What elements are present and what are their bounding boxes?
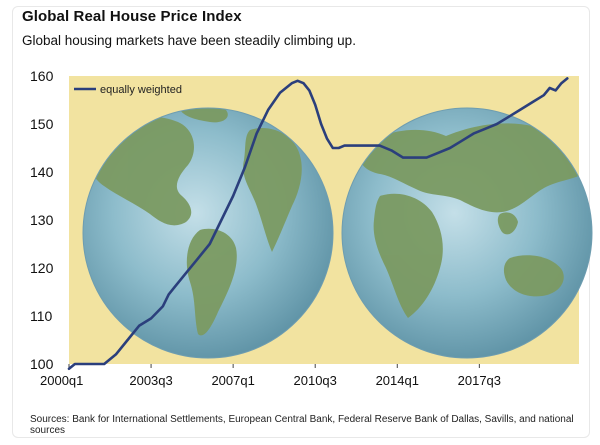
- y-tick-label: 130: [30, 212, 54, 228]
- source-note: Sources: Bank for International Settleme…: [30, 414, 574, 436]
- x-tick-label: 2007q1: [211, 373, 254, 388]
- data-point: [560, 82, 563, 84]
- data-point: [367, 144, 369, 147]
- x-tick-label: 2010q3: [294, 373, 337, 388]
- series-layer: [67, 77, 569, 371]
- data-point: [519, 108, 522, 111]
- data-point: [472, 132, 475, 135]
- data-point: [343, 144, 346, 147]
- data-point: [68, 368, 70, 370]
- data-point: [167, 293, 170, 296]
- data-point: [91, 363, 94, 365]
- data-point: [566, 77, 569, 80]
- data-point: [390, 149, 393, 152]
- data-point: [197, 257, 199, 260]
- data-point: [308, 89, 311, 92]
- data-point: [296, 80, 299, 82]
- data-point: [220, 219, 223, 221]
- y-tick-label: 160: [30, 68, 54, 84]
- data-point: [232, 195, 234, 197]
- data-point: [185, 272, 187, 274]
- data-point: [449, 147, 451, 149]
- data-point: [267, 108, 270, 111]
- data-point: [378, 144, 381, 147]
- data-point: [496, 123, 498, 125]
- x-tick-label: 2017q3: [458, 373, 501, 388]
- x-tick-label: 2003q3: [129, 373, 172, 388]
- data-point: [126, 339, 129, 341]
- data-point: [302, 82, 305, 84]
- data-point: [115, 353, 117, 356]
- data-point: [437, 152, 440, 154]
- data-point: [337, 147, 340, 149]
- data-point: [355, 144, 358, 147]
- data-point: [326, 137, 328, 140]
- y-tick-label: 110: [30, 308, 53, 324]
- data-point: [554, 89, 557, 92]
- data-point: [255, 132, 258, 135]
- chart-subtitle: Global housing markets have been steadil…: [22, 33, 356, 48]
- data-point: [138, 324, 141, 327]
- data-point: [543, 94, 545, 96]
- data-point: [414, 156, 416, 159]
- data-point: [425, 156, 428, 159]
- data-point: [314, 104, 317, 106]
- y-tick-label: 120: [30, 260, 54, 276]
- data-point: [173, 286, 176, 289]
- data-point: [461, 140, 463, 142]
- legend: equally weighted: [74, 84, 182, 96]
- globe-right-image: [341, 107, 593, 359]
- data-point: [279, 92, 281, 94]
- data-point: [548, 87, 551, 89]
- y-tick-label: 150: [30, 116, 54, 132]
- data-point: [74, 363, 76, 365]
- y-tick-label: 100: [30, 356, 54, 372]
- data-point: [402, 156, 404, 159]
- data-point: [332, 147, 334, 149]
- data-point: [103, 363, 105, 365]
- data-point: [531, 101, 533, 104]
- x-axis: 2000q1 2003q3 2007q1 2010q3 2014q1 2017q3: [40, 364, 501, 388]
- data-point: [208, 243, 211, 245]
- y-axis: 100 110 120 130 140 150 160: [30, 68, 54, 372]
- data-point: [150, 317, 152, 320]
- chart-title: Global Real House Price Index: [22, 8, 242, 25]
- data-point: [484, 128, 487, 130]
- data-point: [244, 166, 246, 168]
- legend-label: equally weighted: [100, 84, 182, 96]
- data-point: [507, 116, 510, 118]
- data-point: [291, 82, 293, 84]
- data-point: [320, 123, 322, 125]
- data-point: [162, 305, 164, 308]
- x-tick-label: 2014q1: [376, 373, 419, 388]
- y-tick-label: 140: [30, 164, 54, 180]
- x-tick-label: 2000q1: [40, 373, 83, 388]
